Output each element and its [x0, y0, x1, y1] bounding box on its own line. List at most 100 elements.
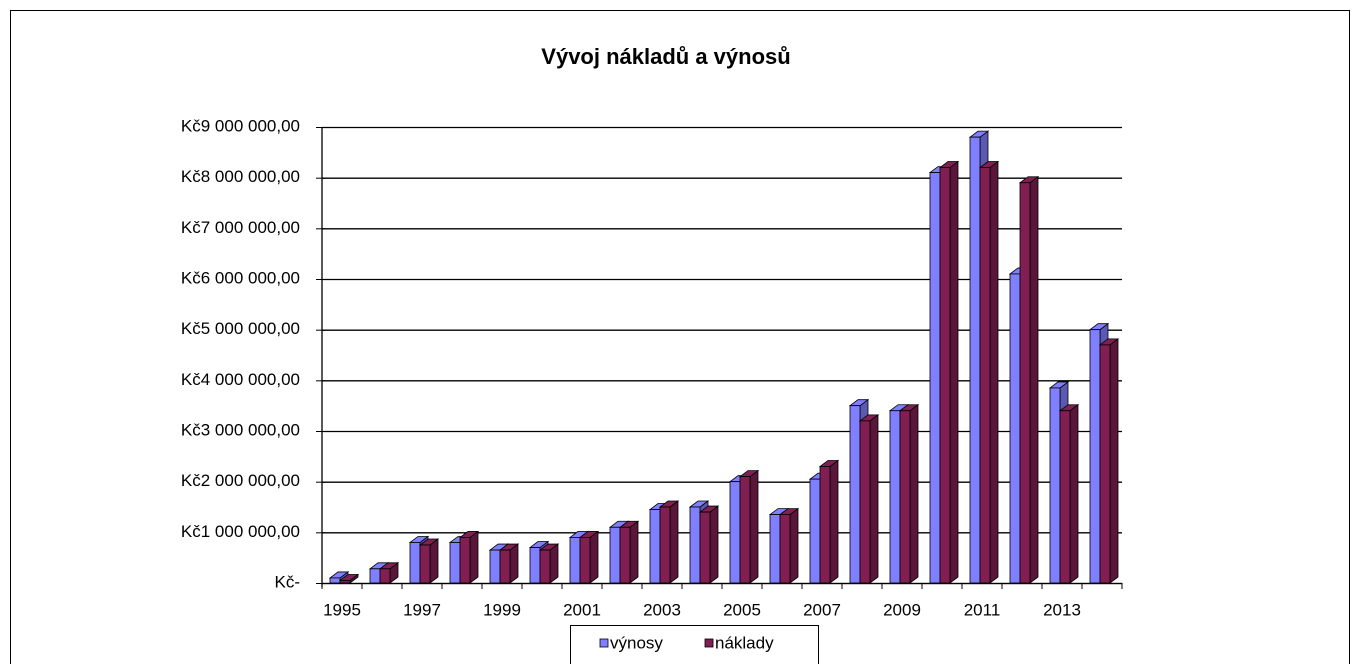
bar-front: [569, 537, 581, 584]
bar-side: [589, 530, 599, 584]
bar: [458, 530, 480, 584]
bar-front: [689, 506, 701, 584]
legend-label: náklady: [715, 633, 774, 652]
x-tick-label: 2013: [1043, 600, 1081, 619]
bar-front: [579, 537, 591, 584]
bar-side: [909, 403, 919, 584]
bar-front: [489, 549, 501, 584]
y-tick-label: Kč8 000 000,00: [181, 167, 300, 186]
bar-front: [1059, 410, 1071, 584]
bar-front: [889, 410, 901, 584]
bar-side: [1069, 403, 1079, 584]
y-tick-label: Kč6 000 000,00: [181, 268, 300, 287]
bar-side: [469, 530, 479, 584]
bar: [898, 403, 920, 584]
bar-front: [979, 167, 991, 584]
bar-front: [969, 136, 981, 584]
bar-front: [849, 405, 861, 584]
bar-front: [1099, 344, 1111, 584]
bar-front: [379, 568, 391, 584]
y-tick-label: Kč1 000 000,00: [181, 522, 300, 541]
bar-front: [1089, 329, 1101, 584]
bar-side: [509, 543, 519, 584]
bar-front: [329, 577, 341, 584]
chart-border: [10, 10, 1350, 664]
y-tick-label: Kč2 000 000,00: [181, 471, 300, 490]
bar-side: [1029, 175, 1039, 584]
bar: [338, 573, 360, 584]
bar-front: [449, 542, 461, 584]
bar-front: [659, 506, 671, 584]
bar: [418, 538, 440, 584]
bar-front: [369, 568, 381, 584]
bar-front: [939, 167, 951, 584]
x-tick-label: 2007: [803, 600, 841, 619]
bar: [1018, 175, 1040, 584]
bar-front: [609, 526, 621, 584]
x-tick-label: 1999: [483, 600, 521, 619]
legend-swatch: [599, 638, 609, 648]
bar-front: [859, 420, 871, 584]
bar-side: [869, 414, 879, 584]
y-tick-label: Kč4 000 000,00: [181, 370, 300, 389]
bar-front: [1049, 387, 1061, 584]
bar-side: [709, 505, 719, 584]
bar-front: [339, 580, 351, 584]
bar-front: [929, 172, 941, 584]
bar-front: [899, 410, 911, 584]
bar-side: [669, 500, 679, 584]
x-tick-label: 2005: [723, 600, 761, 619]
bar-side: [989, 160, 999, 584]
bar-front: [819, 466, 831, 584]
bar-front: [699, 511, 711, 584]
y-tick-label: Kč5 000 000,00: [181, 319, 300, 338]
x-tick-label: 1995: [323, 600, 361, 619]
bar-side: [1109, 338, 1119, 584]
bar: [698, 505, 720, 584]
bar: [658, 500, 680, 584]
bar-side: [629, 520, 639, 584]
bar-front: [769, 514, 781, 584]
bar: [618, 520, 640, 584]
bar-side: [749, 469, 759, 584]
bar: [378, 562, 400, 584]
bar-front: [649, 509, 661, 584]
bar-front: [419, 544, 431, 584]
x-tick-label: 2003: [643, 600, 681, 619]
bar-side: [949, 160, 959, 584]
x-tick-label: 2011: [964, 600, 1001, 619]
chart-title: Vývoj nákladů a výnosů: [541, 44, 790, 69]
x-tick-label: 2009: [883, 600, 921, 619]
bar-front: [409, 542, 421, 584]
y-tick-label: Kč-: [275, 572, 301, 591]
legend-swatch: [704, 638, 714, 648]
bar-front: [529, 547, 541, 584]
y-tick-label: Kč9 000 000,00: [181, 116, 300, 135]
bar: [818, 459, 840, 584]
bar-side: [429, 538, 439, 584]
bar-front: [809, 478, 821, 584]
bar: [538, 543, 560, 584]
y-tick-label: Kč3 000 000,00: [181, 420, 300, 439]
x-tick-label: 2001: [563, 600, 601, 619]
bar-front: [459, 537, 471, 584]
bar: [498, 543, 520, 584]
bar-front: [739, 476, 751, 584]
bar: [1098, 338, 1120, 584]
bar-side: [829, 459, 839, 584]
y-tick-label: Kč7 000 000,00: [181, 218, 300, 237]
bar-front: [619, 526, 631, 584]
bar: [738, 469, 760, 584]
bar-front: [1019, 182, 1031, 584]
legend-box: [570, 625, 819, 664]
bar-side: [789, 507, 799, 584]
bar: [1058, 403, 1080, 584]
bar-front: [539, 549, 551, 584]
bar-front: [779, 514, 791, 584]
bar-front: [499, 549, 511, 584]
bar-side: [549, 543, 559, 584]
bar-front: [1009, 273, 1021, 584]
bar: [938, 160, 960, 584]
bar: [578, 530, 600, 584]
